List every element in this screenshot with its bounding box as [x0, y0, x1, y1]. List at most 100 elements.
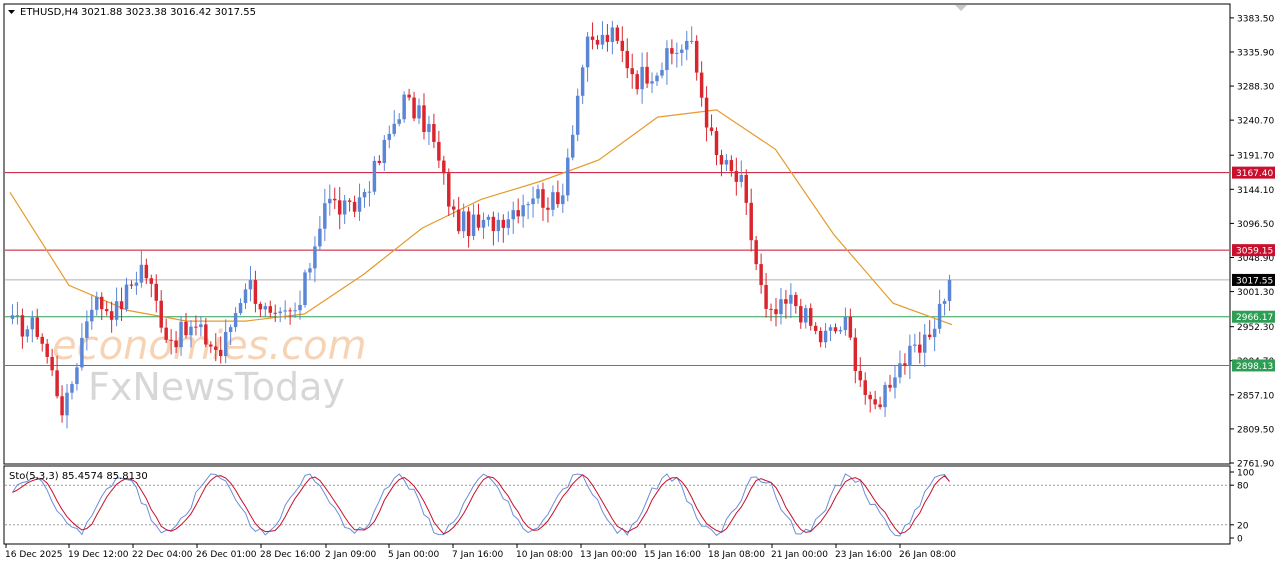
candle-bull — [114, 301, 119, 320]
candle-bull — [134, 282, 139, 286]
candle-bull — [570, 134, 575, 158]
stochastic-axis: 100 80 20 0 — [1230, 469, 1254, 545]
candle-bull — [70, 384, 74, 393]
candle-bull — [382, 139, 387, 163]
candle-bear — [40, 336, 44, 344]
stochastic-signal-line — [12, 474, 950, 535]
candle-bull — [263, 306, 268, 310]
candle-bull — [367, 191, 372, 193]
candle-bull — [303, 272, 307, 306]
candle-bear — [377, 160, 382, 163]
price-tick-label: 2857.10 — [1237, 391, 1274, 401]
candle-bear — [491, 216, 496, 232]
candle-bull — [481, 219, 486, 228]
candle-bull — [392, 123, 396, 134]
candle-bear — [853, 337, 858, 371]
candle-bull — [937, 303, 942, 329]
candle-bear — [699, 72, 704, 98]
candle-bull — [496, 219, 501, 232]
candle-bear — [412, 97, 416, 119]
candle-bull — [947, 279, 952, 301]
candle-bull — [561, 195, 565, 205]
candle-bear — [714, 131, 719, 156]
candle-bear — [927, 334, 932, 338]
candle-bear — [204, 324, 208, 345]
candle-bear — [337, 200, 342, 215]
candle-bear — [476, 214, 481, 228]
level-tag-resistance: 3167.40 — [1236, 169, 1273, 179]
candle-bear — [109, 311, 114, 320]
candle-bull — [471, 214, 476, 237]
candle-bear — [630, 68, 634, 75]
candle-bull — [323, 203, 327, 229]
price-tick-label: 3335.90 — [1237, 48, 1274, 58]
candle-bear — [214, 346, 218, 350]
candle-bear — [288, 310, 292, 312]
candle-bear — [635, 74, 639, 90]
candle-bear — [466, 211, 471, 237]
candle-bull — [486, 216, 491, 220]
price-tick-label: 2952.30 — [1237, 323, 1274, 333]
time-tick-label: 19 Dec 12:00 — [68, 550, 129, 560]
candle-bull — [248, 280, 253, 290]
candle-bull — [238, 303, 243, 314]
candle-bull — [804, 308, 808, 323]
time-tick-label: 15 Jan 16:00 — [644, 550, 701, 560]
candle-bear — [868, 394, 872, 400]
candle-bull — [357, 197, 362, 212]
candle-bull — [600, 34, 605, 45]
candle-bull — [90, 309, 94, 322]
symbol-dropdown-icon[interactable] — [8, 10, 15, 14]
candle-bear — [808, 308, 813, 326]
candle-bull — [233, 313, 238, 328]
price-panel — [3, 3, 1231, 465]
candle-bull — [85, 321, 89, 338]
candle-bull — [526, 204, 530, 206]
candle-bull — [536, 189, 540, 199]
candle-bear — [645, 66, 649, 84]
candle-bear — [154, 283, 158, 301]
candle-bear — [744, 174, 748, 203]
candle-bull — [942, 300, 947, 304]
candle-bear — [174, 340, 178, 348]
price-tick-label: 3001.30 — [1237, 288, 1274, 298]
candle-bear — [903, 363, 907, 366]
candle-bear — [813, 325, 818, 331]
candle-bear — [620, 40, 625, 51]
candle-bear — [858, 370, 863, 381]
time-tick-label: 18 Jan 08:00 — [708, 550, 765, 560]
candle-bull — [913, 344, 917, 346]
candle-bull — [15, 315, 20, 317]
candle-bear — [759, 264, 763, 286]
level-tag-resistance: 3059.15 — [1236, 247, 1273, 257]
candle-bear — [45, 343, 49, 357]
candle-bull — [228, 327, 233, 333]
candle-bear — [794, 294, 798, 307]
candle-bull — [362, 192, 367, 198]
candle-bear — [719, 155, 724, 165]
price-tick-label: 3144.10 — [1237, 186, 1274, 196]
candle-bull — [124, 284, 129, 310]
stochastic-panel — [3, 465, 1231, 545]
candle-bull — [308, 268, 312, 273]
candle-bear — [863, 380, 867, 395]
time-tick-label: 10 Jan 08:00 — [516, 550, 573, 560]
candle-bear — [878, 404, 882, 408]
price-tick-label: 2761.90 — [1237, 460, 1274, 470]
time-tick-label: 21 Jan 00:00 — [771, 550, 828, 560]
candle-bull — [898, 363, 902, 378]
candle-bear — [670, 48, 674, 54]
candle-bear — [729, 160, 734, 172]
chart-shift-marker[interactable] — [955, 5, 967, 11]
candle-bear — [625, 50, 629, 69]
candle-bear — [447, 173, 451, 207]
price-tick-label: 2809.50 — [1237, 425, 1274, 435]
candle-bear — [20, 315, 25, 337]
candle-bear — [432, 123, 436, 142]
candle-bear — [546, 207, 550, 210]
candle-bear — [709, 127, 714, 132]
candle-bull — [179, 321, 183, 348]
candle-bull — [80, 337, 84, 368]
candle-bull — [575, 95, 580, 135]
